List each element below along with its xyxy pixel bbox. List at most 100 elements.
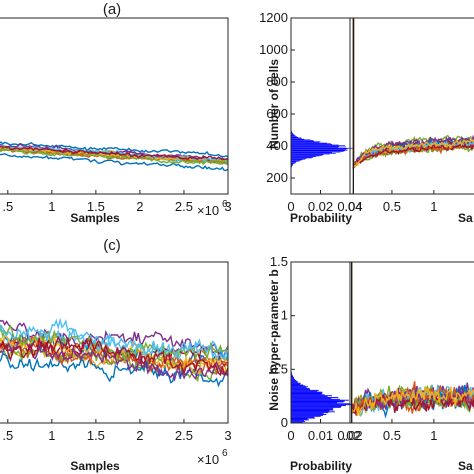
x-tick-label: 1	[430, 428, 437, 443]
histogram-bar	[291, 144, 333, 145]
trace-line	[0, 141, 229, 158]
panel-b: Number of cells 200 400 600 800 1000 1200 .04…	[259, 10, 474, 225]
histogram-bar	[291, 135, 296, 137]
histogram-bar	[291, 396, 328, 398]
histogram-bar	[291, 155, 320, 157]
panel-c-traces	[0, 317, 229, 388]
histogram-bar	[291, 139, 311, 141]
trace-line	[0, 335, 229, 377]
histogram-bar	[291, 395, 332, 397]
x-tick-label: 1	[48, 428, 55, 443]
histogram-bar	[291, 413, 324, 415]
histogram-bar	[291, 152, 332, 154]
y-tick-label: 1200	[259, 10, 288, 25]
histogram-bar	[291, 398, 340, 400]
histogram-bar	[291, 389, 319, 391]
panel-d-marginal-x-label: Probability	[290, 459, 352, 473]
y-tick-label: 400	[266, 138, 288, 153]
histogram-bar	[291, 145, 340, 147]
panel-b-marginal-histogram	[291, 129, 355, 169]
histogram-bar	[291, 376, 294, 378]
x-tick-label: 0.5	[383, 428, 401, 443]
histogram-bar	[291, 401, 344, 403]
histogram-bar	[291, 150, 345, 152]
histogram-bar	[291, 402, 338, 404]
panel-c-x-ticks: .5 1 1.5 2 2.5 3	[2, 419, 232, 443]
histogram-bar	[291, 384, 304, 386]
svg-text:6: 6	[222, 199, 228, 210]
histogram-bar	[291, 132, 293, 133]
trace-line	[0, 317, 229, 360]
trace-line	[0, 336, 229, 373]
panel-b-x-label: Sa	[458, 211, 473, 225]
histogram-bar	[291, 419, 310, 421]
y-tick-label: 1	[281, 308, 288, 323]
histogram-bar	[291, 406, 341, 408]
histogram-bar	[291, 387, 307, 389]
panel-b-y-label: Number of cells	[267, 59, 281, 149]
histogram-bar	[291, 162, 296, 164]
trace-line	[0, 337, 229, 382]
histogram-bar	[291, 146, 346, 148]
x-tick-label: 1	[48, 199, 55, 214]
histogram-bar	[291, 158, 307, 159]
svg-text:×10: ×10	[197, 203, 219, 218]
histogram-bar	[291, 160, 300, 162]
histogram-bar	[291, 381, 298, 383]
x-tick-label: 2.5	[175, 199, 193, 214]
panel-c-axes-frame	[0, 261, 229, 424]
histogram-bar	[291, 141, 321, 143]
histogram-bar	[291, 140, 315, 142]
histogram-bar	[291, 386, 308, 388]
histogram-bar	[291, 147, 355, 149]
histogram-bar	[291, 142, 320, 143]
x-tick-label: 3	[224, 199, 231, 214]
x-tick-label: 3	[224, 428, 231, 443]
y-tick-label: 0.5	[270, 361, 288, 376]
trace-line	[352, 18, 474, 168]
trace-line	[0, 324, 229, 362]
histogram-bar	[291, 375, 294, 377]
trace-line	[0, 145, 228, 161]
x-tick-label: 0.5	[383, 199, 401, 214]
histogram-bar	[291, 164, 293, 166]
histogram-bar	[291, 136, 297, 137]
panel-d-x-label: Sa	[458, 459, 473, 473]
histogram-bar	[291, 162, 296, 163]
histogram-bar	[291, 393, 322, 395]
y-tick-label: 0	[281, 415, 288, 430]
y-tick-label: 800	[266, 74, 288, 89]
histogram-bar	[291, 399, 349, 401]
histogram-bar	[291, 400, 345, 402]
trace-line	[352, 18, 474, 169]
panel-a: (a) .5 1 1.5 2 2.5 3 Samples ×10 6	[0, 1, 232, 225]
histogram-bar	[291, 390, 318, 392]
histogram-bar	[291, 142, 327, 144]
panel-d-y-label: Noise hyper-parameter b	[267, 269, 281, 410]
histogram-bar	[291, 140, 314, 141]
x-tick-label: 2	[136, 199, 143, 214]
x-tick-label: 1.5	[87, 199, 105, 214]
histogram-bar	[291, 133, 294, 135]
histogram-bar	[291, 418, 308, 420]
histogram-bar	[291, 421, 306, 423]
histogram-bar	[291, 153, 336, 154]
histogram-bar	[291, 155, 323, 156]
histogram-bar	[291, 408, 333, 410]
x-tick-label: .5	[2, 428, 13, 443]
marginal-x-tick-label: 0.01	[308, 428, 333, 443]
histogram-bar	[291, 148, 348, 150]
panel-d: Noise hyper-parameter b 0 0.5 1 1.5 .02 0.5 1…	[267, 254, 474, 473]
histogram-bar	[291, 374, 293, 376]
histogram-bar	[291, 158, 306, 160]
histogram-bar	[291, 412, 329, 414]
x-tick-label: .02	[343, 428, 361, 443]
marginal-x-tick-label: 0	[287, 428, 294, 443]
histogram-bar	[291, 417, 316, 419]
histogram-bar	[291, 134, 295, 135]
panel-b-x-ticks: .04 0.5 1 0 0.02 0.04	[287, 190, 437, 214]
panel-c: (c) .5 1 1.5 2 2.5 3 Samples ×10 6	[0, 237, 232, 473]
histogram-bar	[291, 378, 295, 380]
histogram-bar	[291, 149, 348, 151]
